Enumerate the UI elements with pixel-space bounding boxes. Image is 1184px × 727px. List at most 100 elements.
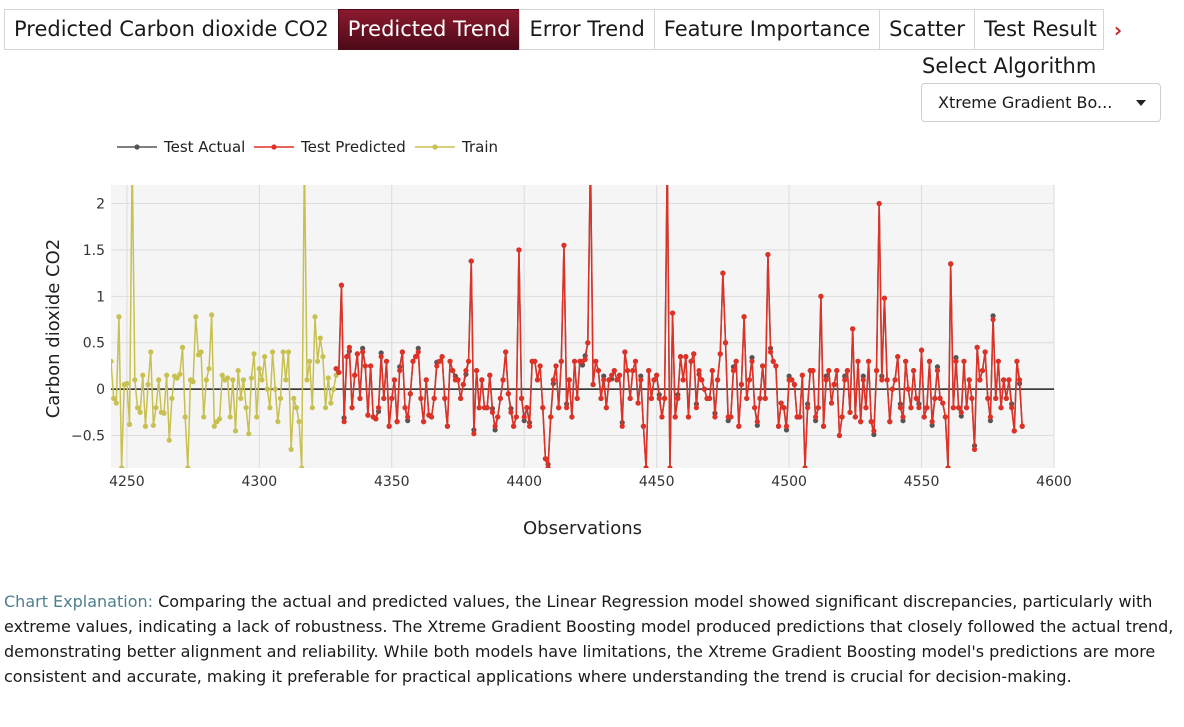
test-predicted-point [492,423,498,429]
train-point [174,375,180,381]
x-tick-label: 4450 [639,474,675,490]
test-predicted-point [428,414,435,420]
test-predicted-point [924,405,930,411]
test-actual-point [990,313,996,319]
test-predicted-point [1001,377,1007,383]
test-predicted-point [974,344,980,350]
test-actual-point [601,373,607,379]
test-predicted-point [712,414,718,420]
test-predicted-point [346,344,352,350]
test-predicted-point [744,395,750,402]
test-predicted-point [897,405,903,411]
x-tick-label: 4500 [771,474,807,490]
test-predicted-point [593,358,599,364]
test-predicted-point [963,405,970,411]
test-predicted-point [831,381,837,388]
test-predicted-point [606,377,612,383]
test-predicted-point [349,405,355,411]
test-actual-point [360,345,366,351]
train-point [317,335,323,341]
tab-predicted-co2[interactable]: Predicted Carbon dioxide CO2 [4,9,338,50]
test-predicted-point [526,423,533,429]
test-predicted-point [741,314,747,320]
test-predicted-point [969,395,975,402]
train-point [177,371,183,377]
test-predicted-point [696,367,702,374]
test-predicted-point [685,414,692,420]
chart-legend[interactable]: Test Actual Test Predicted Train [117,138,498,156]
legend-item[interactable]: Test Actual [117,138,245,156]
test-predicted-point [532,358,538,364]
test-predicted-point [553,363,559,369]
train-point [217,416,223,422]
train-point [130,155,135,160]
test-actual-point [638,373,644,379]
train-point [169,395,175,402]
test-predicted-point [616,372,623,378]
test-predicted-point [389,395,395,402]
legend-item[interactable]: Test Predicted [254,138,406,156]
test-predicted-point [598,395,604,402]
test-predicted-point [632,358,639,364]
tab-predicted-trend[interactable]: Predicted Trend [337,9,520,50]
test-actual-point [415,345,421,351]
train-point [219,372,225,378]
test-predicted-point [624,367,631,374]
test-predicted-point [383,358,390,364]
legend-swatch-point [432,144,438,150]
tab-scatter[interactable]: Scatter [879,9,974,50]
test-predicted-point [651,377,657,383]
test-predicted-point [590,381,596,388]
test-predicted-point [775,423,782,429]
test-predicted-point [654,372,660,378]
legend-item[interactable]: Train [415,138,498,156]
test-predicted-point [468,258,474,264]
train-point [148,349,154,355]
tab-error-trend[interactable]: Error Trend [519,9,654,50]
test-predicted-point [354,351,360,357]
test-predicted-point [534,377,541,383]
test-predicted-point [619,423,625,429]
test-predicted-point [460,381,466,388]
test-predicted-point [865,358,872,364]
legend-label: Test Predicted [300,138,406,156]
algorithm-select[interactable]: Xtreme Gradient Bo... [921,83,1161,122]
train-point [150,422,156,428]
test-predicted-point [956,405,962,411]
test-predicted-point [683,354,689,360]
test-predicted-point [987,414,994,420]
test-predicted-point [738,381,745,388]
test-predicted-point [518,395,525,402]
train-point [256,366,262,372]
train-point [320,354,326,360]
test-predicted-point [410,358,416,364]
test-predicted-point [333,366,339,372]
test-predicted-point [399,349,405,355]
test-actual-point [579,362,586,368]
test-predicted-point [847,409,853,415]
test-predicted-point [934,367,941,374]
test-predicted-point [791,381,798,388]
chevron-right-icon[interactable]: › [1113,17,1123,42]
test-predicted-point [948,261,954,267]
tab-feature-importance[interactable]: Feature Importance [653,9,880,50]
test-predicted-point [646,367,652,374]
test-predicted-point [585,340,591,346]
test-predicted-point [588,155,593,160]
test-predicted-point [627,395,633,402]
test-predicted-point [574,395,580,402]
test-predicted-point [842,377,848,383]
tab-test-result[interactable]: Test Result [973,9,1104,50]
test-predicted-point [418,395,424,402]
train-point [267,405,273,411]
test-actual-point [860,373,866,379]
train-point [166,437,172,443]
test-predicted-point [873,367,880,374]
train-point [285,349,292,355]
test-actual-point [521,418,527,424]
test-predicted-point [781,405,787,411]
x-tick-label: 4350 [374,474,410,490]
test-predicted-point [675,395,681,402]
train-point [330,386,337,392]
train-point [291,395,297,402]
